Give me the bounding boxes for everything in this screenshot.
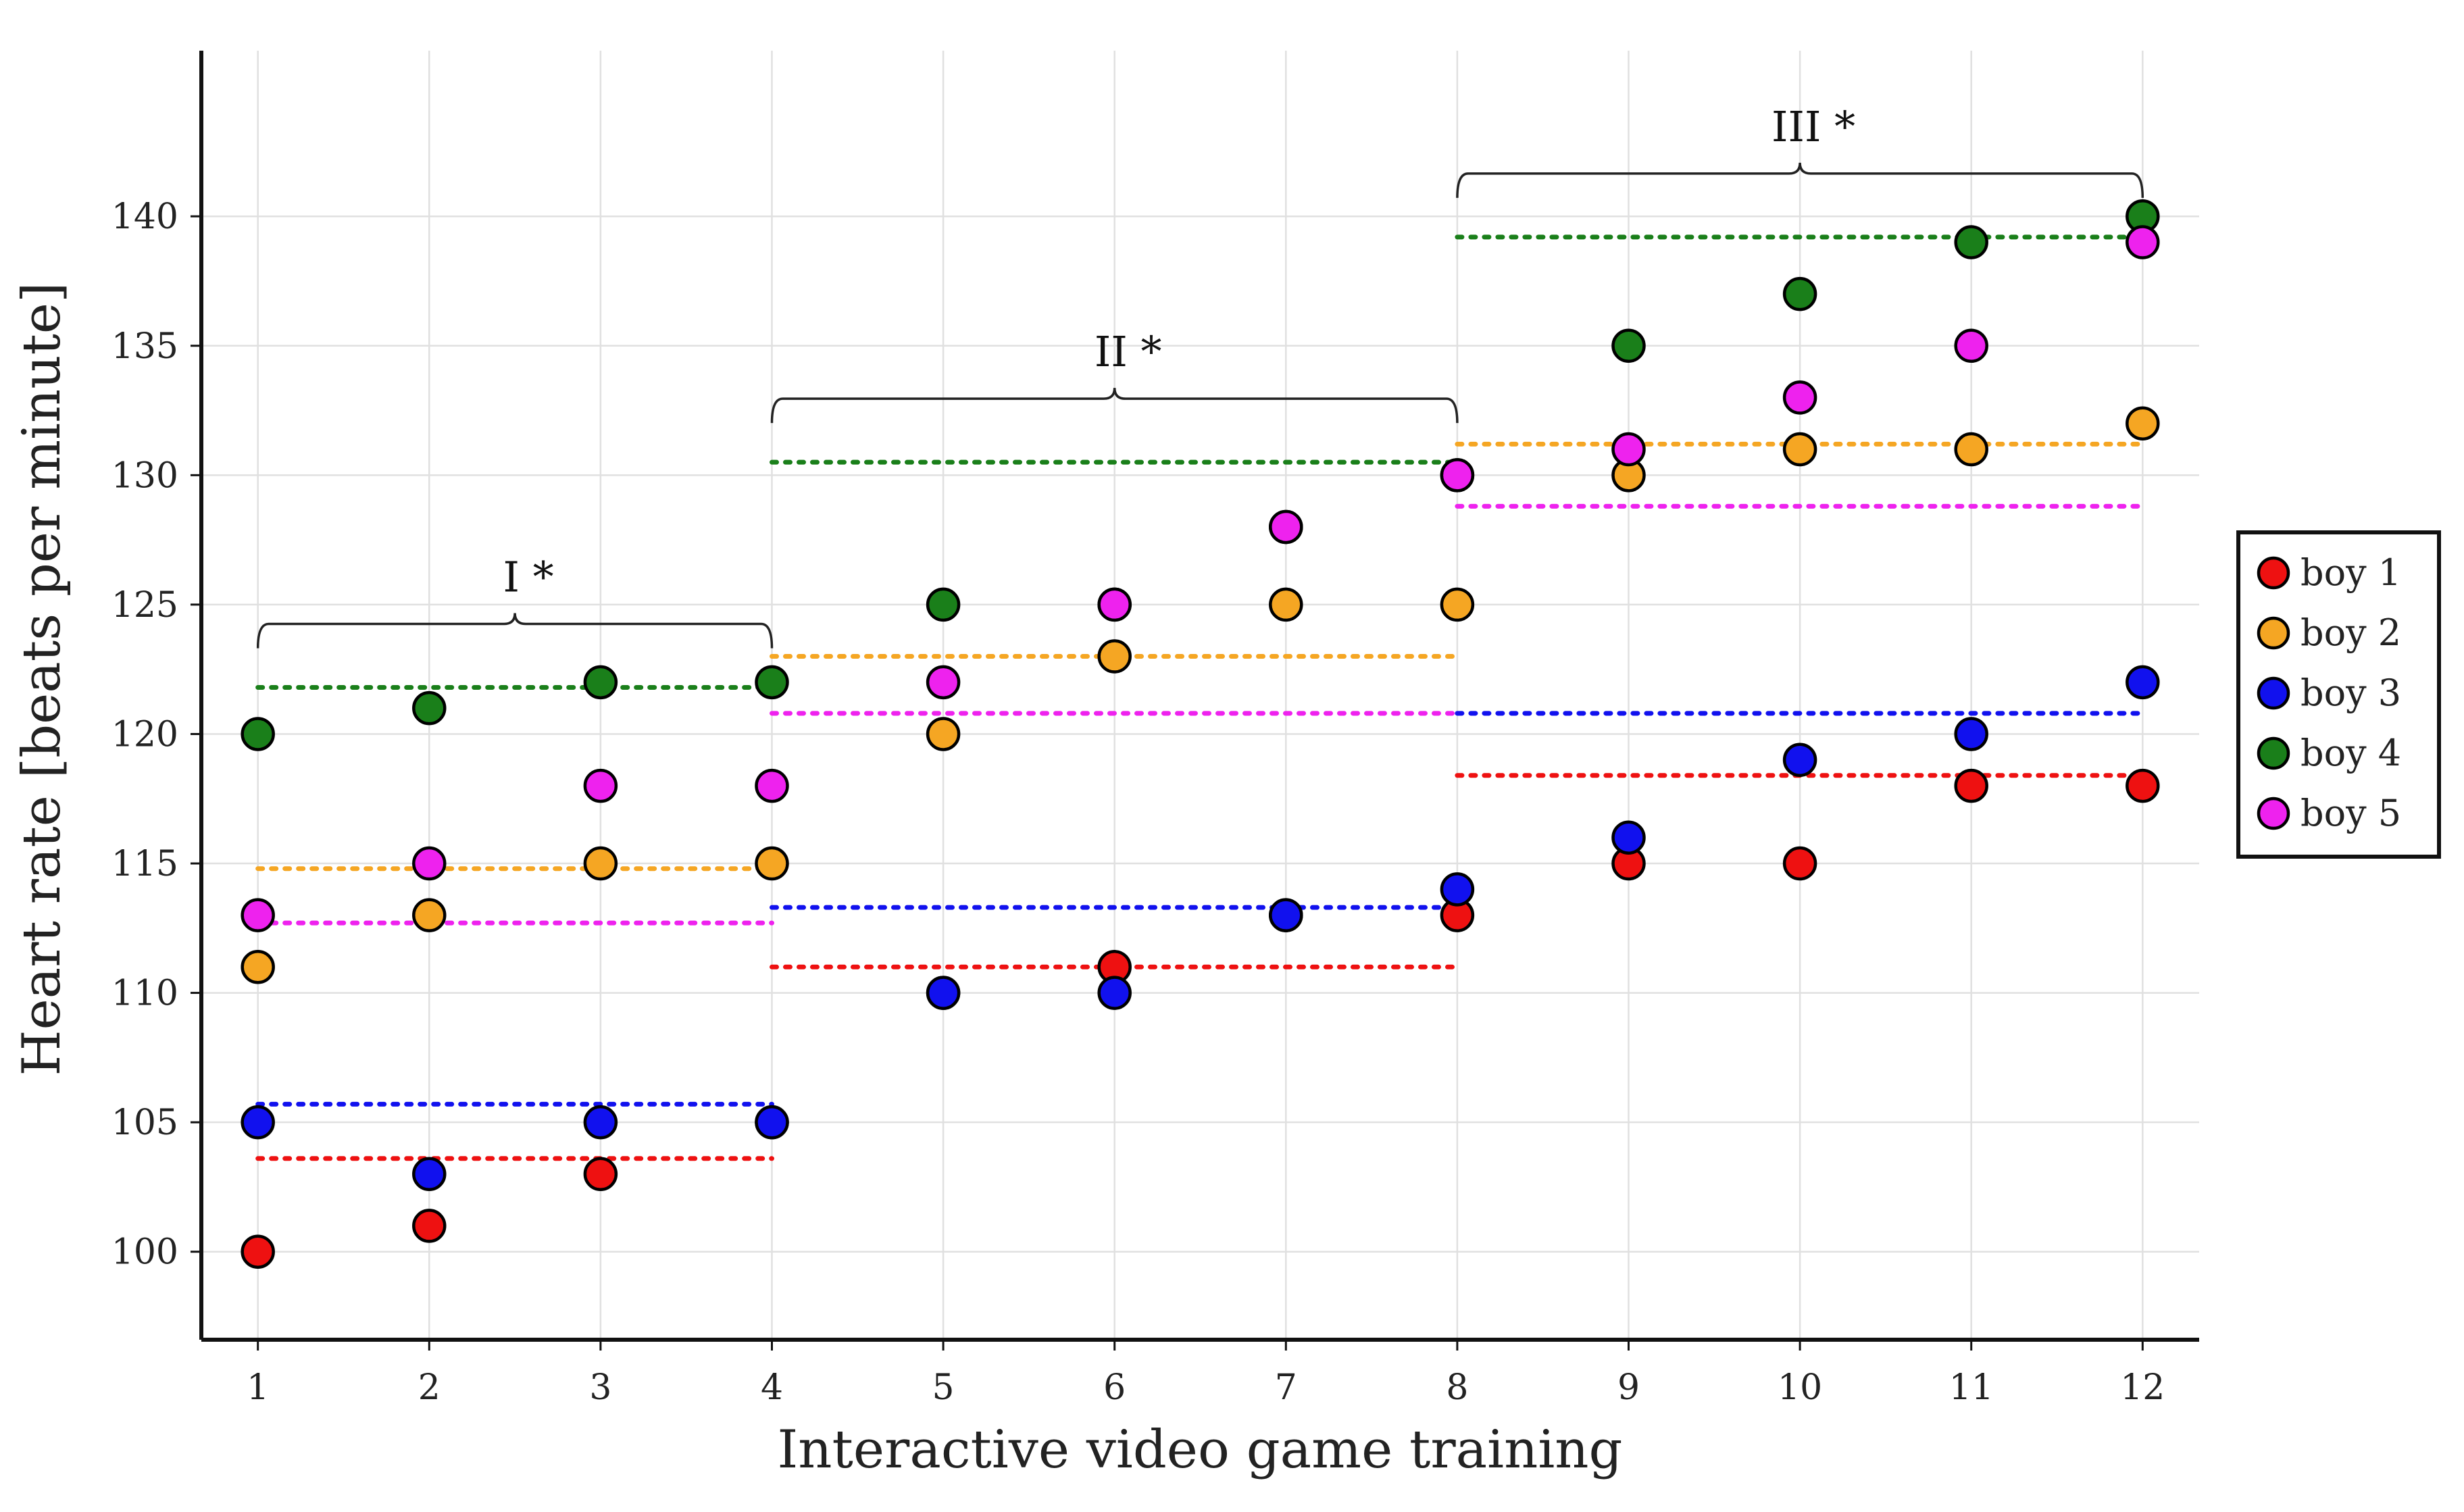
y-tick-label: 140	[111, 197, 178, 237]
x-tick-label: 9	[1617, 1367, 1640, 1408]
y-tick-label: 130	[111, 455, 178, 496]
tick-labels: 1 2 3 4 5 6 7 8 9 10 11 121001051101151201251301351…	[111, 197, 2165, 1408]
x-axis-title: Interactive video game training	[778, 1419, 1623, 1480]
point-boy-3-12	[2126, 665, 2160, 700]
point-boy-5-11	[1954, 328, 1988, 363]
y-tick-label: 135	[111, 326, 178, 367]
legend-marker-boy-3	[2257, 676, 2290, 710]
phase-mean-lines	[255, 234, 2145, 1161]
legend-marker-boy-5	[2257, 797, 2290, 830]
y-tick-label: 115	[111, 844, 178, 884]
phase-braces: I * II * III *	[256, 102, 2144, 649]
point-boy-2-7	[1269, 587, 1303, 622]
point-boy-3-8	[1440, 872, 1475, 907]
point-boy-2-6	[1097, 639, 1132, 674]
x-tick-label: 4	[761, 1367, 783, 1408]
point-boy-2-3	[583, 846, 618, 881]
x-tick-label: 7	[1275, 1367, 1297, 1408]
legend-marker-boy-1	[2257, 556, 2290, 590]
legend-marker-boy-2	[2257, 616, 2290, 650]
legend-marker-boy-4	[2257, 736, 2290, 770]
x-tick-label: 1	[247, 1367, 269, 1408]
point-boy-5-7	[1269, 509, 1303, 545]
point-boy-5-6	[1097, 587, 1132, 622]
x-tick-label: 2	[418, 1367, 441, 1408]
point-boy-4-11	[1954, 225, 1988, 259]
point-boy-5-12	[2126, 225, 2160, 259]
axes	[191, 51, 2199, 1351]
point-boy-3-11	[1954, 717, 1988, 751]
x-tick-label: 6	[1103, 1367, 1126, 1408]
point-boy-3-2	[412, 1157, 447, 1192]
legend-label: boy 1	[2300, 551, 2401, 594]
point-boy-1-12	[2126, 768, 2160, 803]
y-tick-label: 120	[111, 714, 178, 755]
legend-label: boy 4	[2300, 732, 2401, 774]
point-boy-4-9	[1611, 328, 1646, 363]
x-tick-label: 5	[932, 1367, 955, 1408]
point-boy-2-12	[2126, 406, 2160, 440]
point-boy-5-1	[241, 898, 275, 932]
data-points	[241, 199, 2160, 1269]
y-tick-label: 100	[111, 1232, 178, 1273]
point-boy-3-10	[1782, 742, 1817, 778]
legend-label: boy 3	[2300, 672, 2401, 714]
point-boy-4-4	[755, 665, 789, 700]
point-boy-3-7	[1269, 898, 1303, 932]
point-boy-1-1	[241, 1234, 275, 1269]
point-boy-2-5	[926, 717, 961, 751]
point-boy-5-4	[755, 768, 789, 803]
point-boy-4-3	[583, 665, 618, 700]
x-tick-label: 3	[589, 1367, 611, 1408]
point-boy-1-3	[583, 1157, 618, 1192]
brace-label: II *	[1095, 327, 1162, 376]
x-tick-label: 11	[1949, 1367, 1994, 1408]
legend: boy 1 boy 2 boy 3 boy 4 boy 5	[2236, 530, 2441, 859]
point-boy-4-10	[1782, 276, 1817, 311]
point-boy-2-11	[1954, 432, 1988, 467]
brace-label: III *	[1771, 102, 1855, 151]
x-tick-label: 8	[1446, 1367, 1468, 1408]
point-boy-2-2	[412, 898, 447, 932]
point-boy-5-9	[1611, 432, 1646, 467]
point-boy-4-5	[926, 587, 961, 622]
legend-label: boy 5	[2300, 792, 2401, 834]
point-boy-1-11	[1954, 768, 1988, 803]
y-tick-label: 110	[111, 974, 178, 1014]
point-boy-5-8	[1440, 458, 1475, 493]
point-boy-3-6	[1097, 976, 1132, 1010]
point-boy-5-3	[583, 768, 618, 803]
point-boy-4-1	[241, 717, 275, 751]
point-boy-1-10	[1782, 846, 1817, 881]
brace-phase-II	[770, 388, 1459, 424]
x-tick-label: 12	[2120, 1367, 2165, 1408]
point-boy-3-3	[583, 1105, 618, 1140]
point-boy-2-8	[1440, 587, 1475, 622]
brace-label: I *	[503, 553, 553, 602]
y-tick-label: 125	[111, 585, 178, 626]
point-boy-2-1	[241, 950, 275, 984]
point-boy-3-9	[1611, 820, 1646, 855]
x-tick-label: 10	[1778, 1367, 1822, 1408]
legend-label: boy 2	[2300, 611, 2401, 654]
point-boy-3-1	[241, 1105, 275, 1140]
grid	[201, 51, 2199, 1340]
point-boy-3-5	[926, 976, 961, 1010]
point-boy-3-4	[755, 1105, 789, 1140]
y-tick-label: 105	[111, 1103, 178, 1143]
point-boy-4-2	[412, 690, 447, 726]
point-boy-5-5	[926, 665, 961, 700]
point-boy-5-10	[1782, 380, 1817, 415]
point-boy-5-2	[412, 846, 447, 881]
point-boy-2-4	[755, 846, 789, 881]
y-axis-title: Heart rate [beats per minute]	[11, 282, 72, 1076]
point-boy-1-2	[412, 1209, 447, 1243]
point-boy-2-10	[1782, 432, 1817, 467]
